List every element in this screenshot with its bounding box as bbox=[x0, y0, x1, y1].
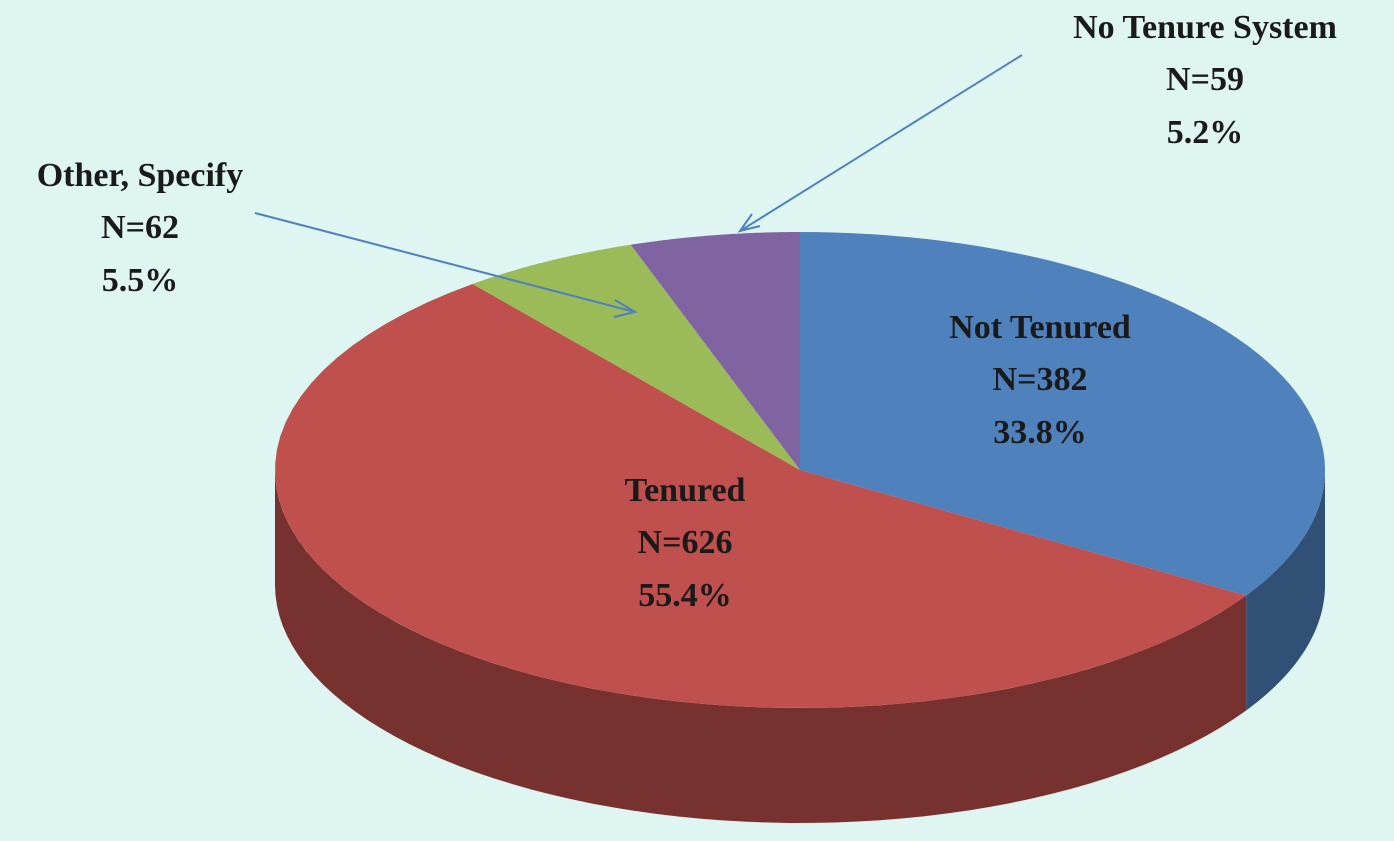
category-label: Other, Specify bbox=[37, 157, 244, 194]
category-label: No Tenure System bbox=[1073, 9, 1337, 46]
count-label: N=62 bbox=[101, 209, 179, 246]
pie bbox=[275, 232, 1325, 823]
percent-label: 33.8% bbox=[993, 414, 1087, 451]
chart: Not Tenured N=382 33.8% Tenured N=626 55.4% Ot… bbox=[0, 0, 1394, 836]
page: {"chart_data": {"type": "pie", "categori… bbox=[0, 0, 1394, 836]
count-label: N=382 bbox=[993, 361, 1088, 398]
callout-arrow bbox=[740, 55, 1022, 231]
count-label: N=626 bbox=[638, 524, 733, 561]
percent-label: 5.2% bbox=[1167, 114, 1244, 151]
arrow-head bbox=[740, 214, 760, 231]
count-label: N=59 bbox=[1166, 61, 1244, 98]
category-label: Tenured bbox=[625, 472, 746, 509]
percent-label: 5.5% bbox=[102, 262, 179, 299]
percent-label: 55.4% bbox=[638, 577, 732, 614]
category-label: Not Tenured bbox=[949, 309, 1131, 346]
